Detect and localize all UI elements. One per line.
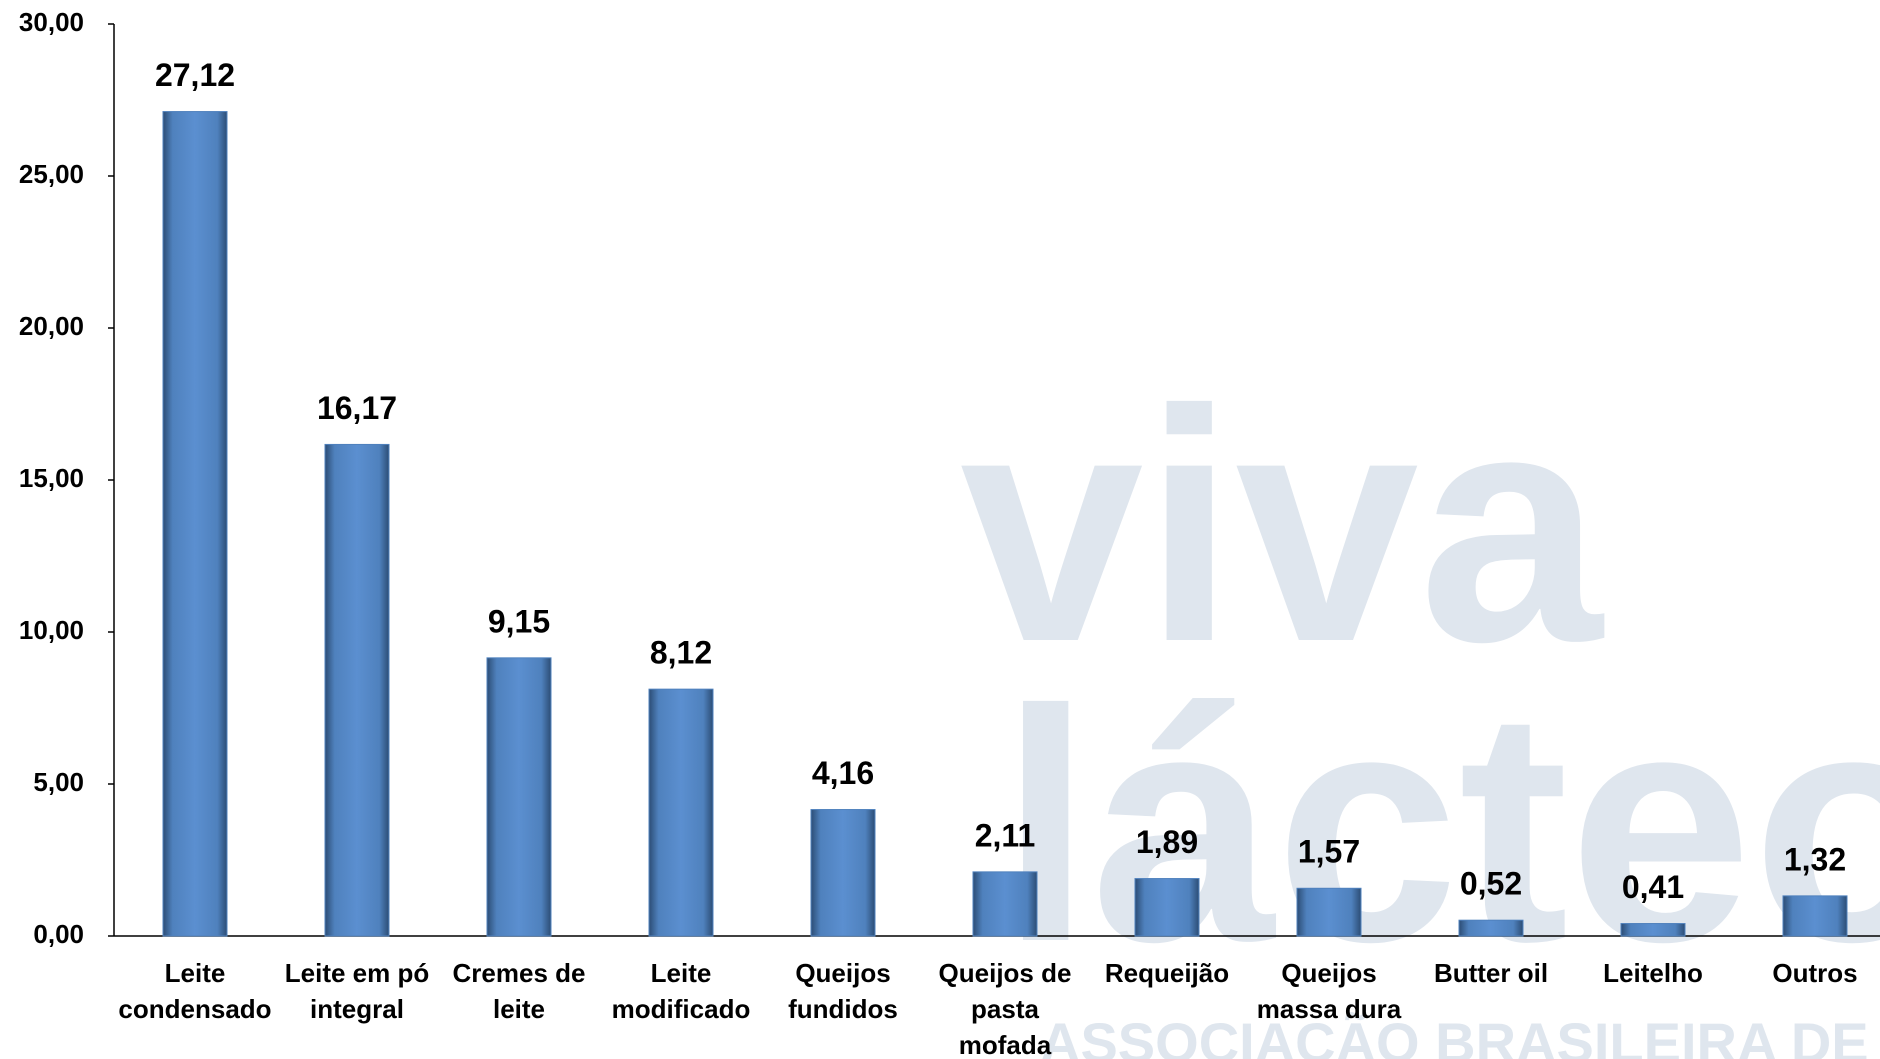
value-label: 0,41 xyxy=(1622,869,1684,905)
x-tick-label: Outros xyxy=(1772,958,1857,988)
x-tick-label: Leite xyxy=(651,958,712,988)
y-tick-label: 10,00 xyxy=(19,615,84,645)
y-tick-label: 5,00 xyxy=(33,767,84,797)
x-tick-label: Queijos xyxy=(1281,958,1376,988)
x-tick-label: Queijos de xyxy=(939,958,1072,988)
y-tick-label: 25,00 xyxy=(19,159,84,189)
x-tick-label: condensado xyxy=(118,994,271,1024)
x-tick-label: fundidos xyxy=(788,994,898,1024)
value-label: 1,32 xyxy=(1784,841,1846,877)
value-label: 9,15 xyxy=(488,603,550,639)
value-label: 4,16 xyxy=(812,755,874,791)
x-tick-label: pasta xyxy=(971,994,1039,1024)
x-tick-label: Leite xyxy=(165,958,226,988)
bar xyxy=(648,688,714,937)
x-tick-label: Requeijão xyxy=(1105,958,1229,988)
value-label: 1,57 xyxy=(1298,834,1360,870)
value-label: 27,12 xyxy=(155,57,235,93)
value-label: 1,89 xyxy=(1136,824,1198,860)
watermark: viva xyxy=(960,341,1604,710)
y-tick-label: 30,00 xyxy=(19,7,84,37)
x-tick-label: mofada xyxy=(959,1030,1052,1059)
bar xyxy=(1620,923,1686,937)
bar xyxy=(1458,919,1524,937)
y-tick-label: 0,00 xyxy=(33,919,84,949)
bar xyxy=(1782,895,1848,937)
x-tick-label: integral xyxy=(310,994,404,1024)
x-tick-label: Butter oil xyxy=(1434,958,1548,988)
value-label: 0,52 xyxy=(1460,866,1522,902)
x-tick-label: leite xyxy=(493,994,545,1024)
watermark: lácteos xyxy=(1000,641,1880,1010)
bar xyxy=(810,809,876,937)
value-label: 8,12 xyxy=(650,635,712,671)
x-tick-label: massa dura xyxy=(1257,994,1402,1024)
bar xyxy=(324,443,390,937)
value-label: 2,11 xyxy=(975,817,1036,853)
bar xyxy=(972,871,1038,937)
bar xyxy=(486,657,552,937)
bar xyxy=(1296,887,1362,937)
x-tick-label: Leitelho xyxy=(1603,958,1703,988)
bar xyxy=(1134,878,1200,937)
watermark: ASSOCIAÇÃO BRASILEIRA DE LATICÍNIOS xyxy=(1040,1011,1880,1059)
x-tick-label: Leite em pó xyxy=(285,958,429,988)
y-tick-label: 15,00 xyxy=(19,463,84,493)
value-label: 16,17 xyxy=(317,390,397,426)
x-tick-label: modificado xyxy=(612,994,751,1024)
x-tick-label: Queijos xyxy=(795,958,890,988)
x-tick-label: Cremes de xyxy=(453,958,586,988)
y-tick-label: 20,00 xyxy=(19,311,84,341)
bar xyxy=(162,111,228,937)
